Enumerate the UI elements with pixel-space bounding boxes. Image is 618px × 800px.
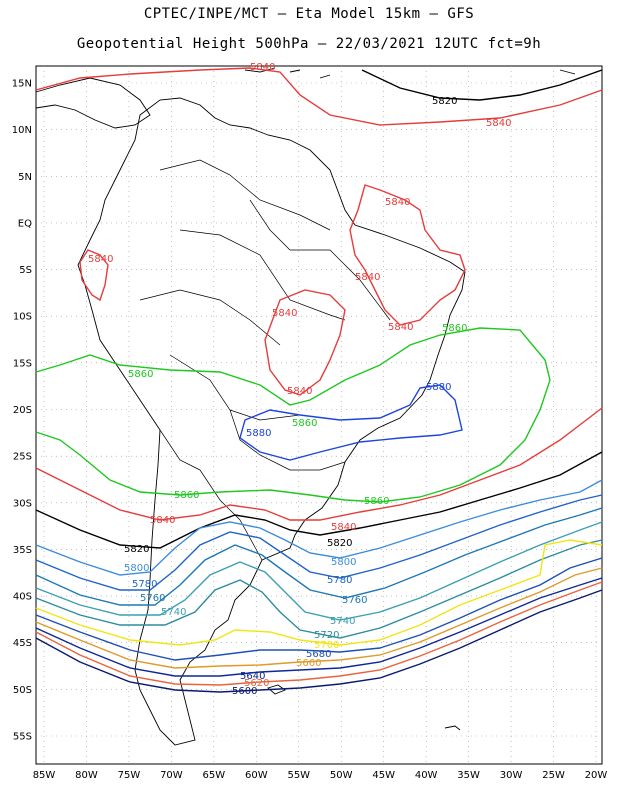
contour-5600 (35, 589, 603, 693)
axis-ticks: 15N 10N 5N EQ 5S 10S 15S 20S 25S 30S 35S 40S 45S 50S 5… (12, 79, 608, 782)
label-5740-a: 5740 (161, 607, 186, 618)
south-georgia (444, 725, 461, 731)
label-5680: 5680 (306, 649, 331, 660)
contour-5880 (239, 384, 463, 461)
label-5880-a: 5880 (426, 382, 451, 393)
lon-tick-label: 65W (203, 770, 226, 781)
contour-5680 (35, 557, 603, 661)
contour-5820-north (361, 69, 603, 101)
national-borders (139, 159, 391, 561)
coastlines (35, 67, 576, 746)
falklands (267, 684, 286, 695)
contour-5800 (35, 479, 603, 576)
label-5860-b: 5860 (128, 369, 153, 380)
lon-tick-label: 55W (287, 770, 310, 781)
label-5840-ne2: 5840 (355, 272, 380, 283)
lon-tick-label: 20W (585, 770, 608, 781)
contour-5720 (35, 539, 603, 639)
label-5780-b: 5780 (327, 575, 352, 586)
label-5800-b: 5800 (331, 557, 356, 568)
contour-5840-brazil-ne (349, 184, 466, 326)
label-5860-c: 5860 (292, 418, 317, 429)
lon-tick-label: 40W (415, 770, 438, 781)
label-5860-a: 5860 (442, 323, 467, 334)
contour-5640 (35, 577, 603, 677)
lat-tick-label: 15N (12, 79, 32, 90)
lat-tick-label: 30S (13, 498, 32, 509)
label-5780-a: 5780 (132, 579, 157, 590)
contour-5840-brazil-central (264, 289, 346, 396)
label-5840-peru: 5840 (88, 254, 113, 265)
lat-tick-label: EQ (18, 218, 32, 229)
lon-tick-label: 80W (75, 770, 98, 781)
lat-tick-label: 10N (12, 125, 32, 136)
contour-5840-north (35, 67, 603, 126)
label-5820-north: 5820 (432, 96, 457, 107)
lat-tick-label: 10S (13, 312, 32, 323)
caribbean-islands (244, 67, 576, 79)
lat-tick-label: 55S (13, 732, 32, 743)
lat-tick-label: 15S (13, 358, 32, 369)
contour-5760 (35, 507, 603, 606)
lon-tick-label: 30W (500, 770, 523, 781)
contours (35, 67, 603, 693)
map-title-line2: Geopotential Height 500hPa – 22/03/2021 … (76, 36, 542, 52)
label-5840-central: 5840 (272, 308, 297, 319)
contour-5780 (35, 494, 603, 591)
lat-tick-label: 50S (13, 685, 32, 696)
label-5820-s1: 5820 (124, 544, 149, 555)
contour-5840-south (35, 407, 603, 521)
lat-tick-label: 25S (13, 452, 32, 463)
lon-tick-label: 85W (33, 770, 56, 781)
lon-tick-label: 60W (245, 770, 268, 781)
label-5860-d: 5860 (174, 490, 199, 501)
contour-5860-north (35, 327, 551, 503)
contour-5700 (35, 539, 603, 646)
lat-tick-label: 20S (13, 405, 32, 416)
label-5720: 5720 (314, 630, 339, 641)
label-5840-s2: 5840 (331, 522, 356, 533)
contour-5660 (35, 567, 603, 669)
label-5840-s1: 5840 (150, 515, 175, 526)
lon-tick-label: 75W (118, 770, 141, 781)
label-5600: 5600 (232, 686, 257, 697)
label-5880-b: 5880 (246, 428, 271, 439)
lon-tick-label: 50W (330, 770, 353, 781)
label-5860-e: 5860 (364, 496, 389, 507)
label-5760-a: 5760 (140, 593, 165, 604)
lat-tick-label: 40S (13, 592, 32, 603)
contour-labels: 5820 5840 5840 5840 5840 5840 5840 5840 … (88, 62, 511, 697)
lon-tick-label: 35W (457, 770, 480, 781)
label-5620: 5620 (244, 678, 269, 689)
contour-5620 (35, 581, 603, 686)
contour-5740 (35, 521, 603, 621)
label-5820-s2: 5820 (327, 538, 352, 549)
south-america-coast (77, 97, 466, 746)
label-5800-a: 5800 (124, 563, 149, 574)
lat-tick-label: 35S (13, 545, 32, 556)
contour-5820-south (35, 451, 603, 549)
label-5640: 5640 (240, 671, 265, 682)
label-5700: 5700 (314, 640, 339, 651)
lon-tick-label: 45W (372, 770, 395, 781)
lon-tick-label: 70W (160, 770, 183, 781)
central-america-coast (35, 77, 151, 129)
map-frame (35, 65, 603, 765)
label-5840-ne1: 5840 (385, 197, 410, 208)
lat-tick-label: 45S (13, 638, 32, 649)
label-5840-ne3: 5840 (388, 322, 413, 333)
map-title-line1: CPTEC/INPE/MCT – Eta Model 15km – GFS (143, 6, 475, 22)
contour-5840-peru (79, 249, 109, 302)
label-5760-b: 5760 (342, 595, 367, 606)
label-5660: 5660 (296, 658, 321, 669)
lat-tick-label: 5N (18, 172, 32, 183)
label-5840-central2: 5840 (287, 386, 312, 397)
label-5740-b: 5740 (330, 616, 355, 627)
lat-tick-label: 5S (19, 265, 32, 276)
label-5840-north: 5840 (486, 118, 511, 129)
label-5840-top: 5840 (250, 62, 275, 73)
lon-tick-label: 25W (542, 770, 565, 781)
